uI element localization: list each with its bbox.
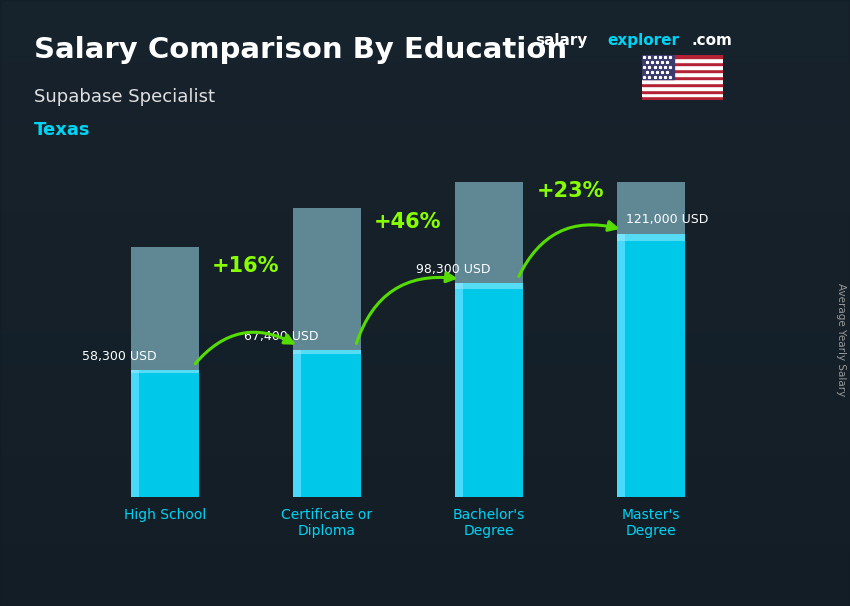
Bar xyxy=(455,283,463,497)
Bar xyxy=(293,208,361,354)
Bar xyxy=(642,55,674,79)
Bar xyxy=(0,182,850,212)
Bar xyxy=(131,370,199,497)
Bar xyxy=(0,121,850,152)
Bar xyxy=(642,90,722,93)
Text: +46%: +46% xyxy=(374,212,442,232)
Bar xyxy=(131,370,139,497)
Bar xyxy=(0,424,850,454)
Bar xyxy=(642,79,722,82)
Bar xyxy=(642,82,722,86)
Bar xyxy=(0,515,850,545)
Bar xyxy=(0,364,850,394)
Text: .com: .com xyxy=(691,33,732,48)
Bar xyxy=(131,247,199,373)
Text: Texas: Texas xyxy=(34,121,90,139)
Bar xyxy=(293,350,301,497)
Bar xyxy=(0,454,850,485)
Text: 98,300 USD: 98,300 USD xyxy=(416,262,490,276)
Bar xyxy=(0,0,850,30)
Text: +16%: +16% xyxy=(212,256,280,276)
Bar xyxy=(642,72,722,76)
Bar xyxy=(642,93,722,96)
Bar xyxy=(0,212,850,242)
Text: explorer: explorer xyxy=(608,33,680,48)
Text: +23%: +23% xyxy=(536,181,604,201)
Bar xyxy=(293,350,361,497)
Bar xyxy=(642,55,722,58)
Text: 67,400 USD: 67,400 USD xyxy=(244,330,319,343)
Text: 58,300 USD: 58,300 USD xyxy=(82,350,156,362)
Bar xyxy=(0,152,850,182)
Bar xyxy=(642,96,722,100)
Bar xyxy=(0,30,850,61)
Text: 121,000 USD: 121,000 USD xyxy=(626,213,709,227)
Bar xyxy=(0,61,850,91)
Bar xyxy=(617,234,626,497)
Text: Salary Comparison By Education: Salary Comparison By Education xyxy=(34,36,567,64)
Bar xyxy=(0,394,850,424)
Bar xyxy=(0,485,850,515)
Bar xyxy=(0,576,850,606)
Bar xyxy=(0,333,850,364)
Bar xyxy=(0,242,850,273)
Bar xyxy=(0,303,850,333)
Bar xyxy=(642,76,722,79)
Text: salary: salary xyxy=(536,33,588,48)
Bar xyxy=(642,86,722,90)
Bar xyxy=(0,273,850,303)
Bar xyxy=(455,283,523,497)
Bar xyxy=(617,0,685,241)
Bar xyxy=(642,62,722,65)
Bar xyxy=(0,91,850,121)
Bar xyxy=(617,234,685,497)
Bar xyxy=(642,65,722,68)
Bar xyxy=(642,58,722,62)
Bar xyxy=(642,68,722,72)
Text: Average Yearly Salary: Average Yearly Salary xyxy=(836,283,846,396)
Bar xyxy=(455,75,523,288)
Text: Supabase Specialist: Supabase Specialist xyxy=(34,88,215,106)
Bar xyxy=(0,545,850,576)
